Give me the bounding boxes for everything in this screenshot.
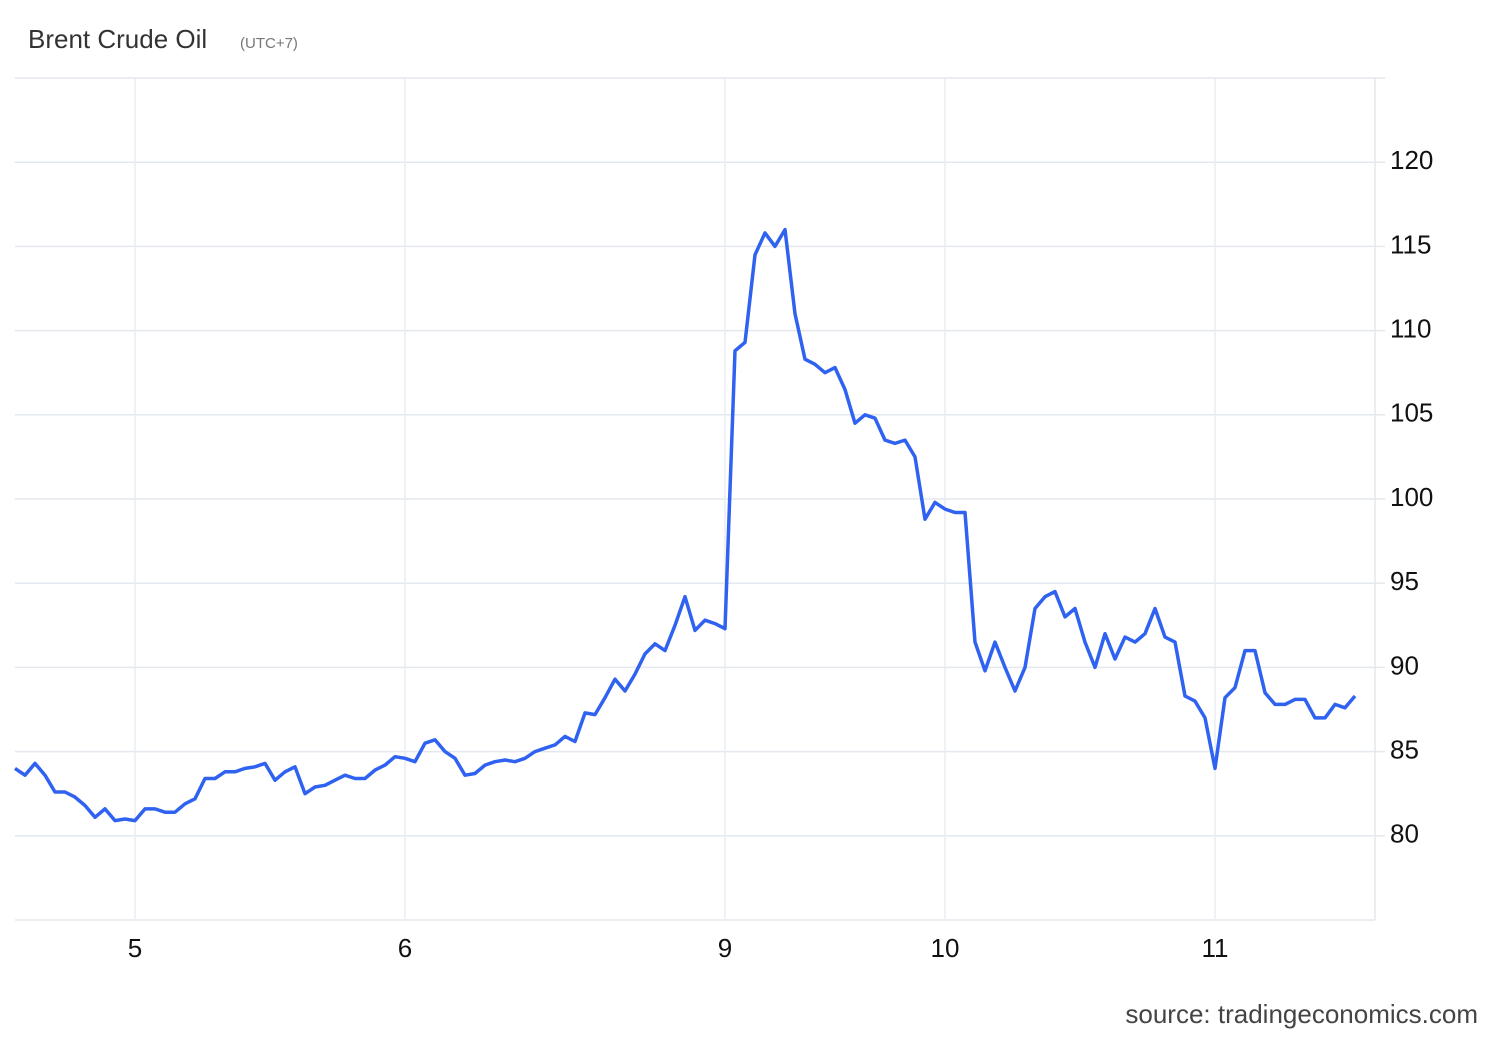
y-tick-label: 105 [1390,398,1433,428]
y-tick-label: 100 [1390,482,1433,512]
y-tick-label: 95 [1390,566,1419,596]
y-tick-label: 120 [1390,145,1433,175]
x-tick-label: 6 [398,933,412,963]
source-note: source: tradingeconomics.com [1125,999,1478,1029]
y-tick-label: 115 [1390,229,1431,259]
y-tick-label: 90 [1390,650,1419,680]
y-tick-label: 110 [1390,313,1431,343]
y-tick-label: 80 [1390,819,1419,849]
x-tick-label: 10 [931,933,960,963]
x-tick-label: 9 [718,933,732,963]
chart-subtitle: (UTC+7) [240,35,298,52]
y-tick-label: 85 [1390,734,1419,764]
x-tick-label: 11 [1202,933,1229,963]
x-tick-label: 5 [128,933,142,963]
chart-title: Brent Crude Oil [28,24,207,54]
price-line [14,227,1357,823]
